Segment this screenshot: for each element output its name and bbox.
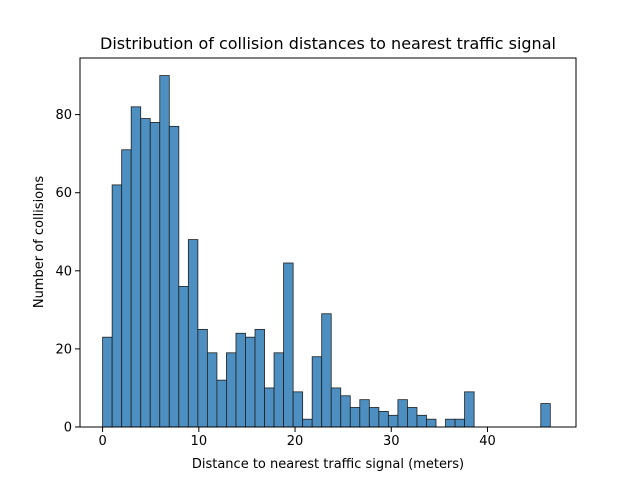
histogram-bar	[426, 418, 437, 428]
histogram-bar	[311, 356, 323, 428]
y-tick-label: 80	[55, 108, 72, 123]
x-tick-label: 0	[98, 434, 106, 449]
histogram-bar	[359, 399, 370, 428]
histogram-bar	[149, 122, 161, 428]
histogram-bar	[111, 184, 123, 428]
histogram-bar	[540, 403, 551, 428]
histogram-bar	[226, 352, 237, 428]
histogram-bar	[283, 262, 294, 428]
x-axis-ticks: 0 10 20 30 40	[98, 427, 496, 449]
histogram-bar	[340, 395, 351, 428]
plot-frame	[79, 57, 577, 428]
histogram-bar	[216, 379, 227, 428]
histogram-bar	[330, 387, 342, 428]
x-tick-label: 10	[191, 434, 208, 449]
x-tick-label: 40	[479, 434, 496, 449]
bars-group	[102, 75, 551, 428]
histogram-bar	[159, 75, 170, 428]
histogram-bar	[416, 414, 427, 428]
histogram-bar	[140, 118, 151, 428]
histogram-bar	[321, 313, 332, 428]
histogram-bar	[187, 239, 199, 428]
y-tick-label: 40	[55, 264, 72, 279]
histogram-bar	[397, 399, 408, 428]
histogram-bar	[245, 336, 256, 428]
histogram-bar	[387, 414, 399, 428]
histogram-bar	[302, 418, 313, 428]
histogram-bar	[407, 407, 418, 428]
histogram-bar	[168, 125, 180, 428]
y-tick-label: 0	[64, 421, 72, 436]
histogram-bar	[368, 407, 380, 428]
histogram-bar	[235, 332, 246, 428]
chart-title: Distribution of collision distances to n…	[100, 34, 556, 53]
y-tick-label: 60	[55, 186, 72, 201]
y-axis-label: Number of collisions	[32, 176, 47, 309]
histogram-bar	[206, 352, 218, 428]
histogram-bar	[102, 336, 113, 428]
y-tick-label: 20	[55, 342, 72, 357]
histogram-bar	[378, 410, 389, 428]
y-axis-ticks: 0 20 40 60 80	[55, 108, 80, 436]
histogram-bar	[292, 391, 304, 428]
histogram-bar	[178, 286, 189, 428]
histogram-bar	[121, 149, 132, 428]
histogram-bar	[254, 328, 265, 428]
histogram-bar	[454, 418, 465, 428]
histogram-bar	[197, 328, 208, 428]
histogram-bar	[445, 418, 456, 428]
histogram-bar	[349, 407, 361, 428]
x-tick-label: 30	[383, 434, 400, 449]
x-axis-label: Distance to nearest traffic signal (mete…	[192, 457, 464, 472]
histogram-bar	[130, 106, 142, 428]
histogram-bar	[273, 352, 284, 428]
x-tick-label: 20	[287, 434, 304, 449]
histogram-bar	[264, 387, 275, 428]
histogram-bar	[464, 391, 475, 428]
